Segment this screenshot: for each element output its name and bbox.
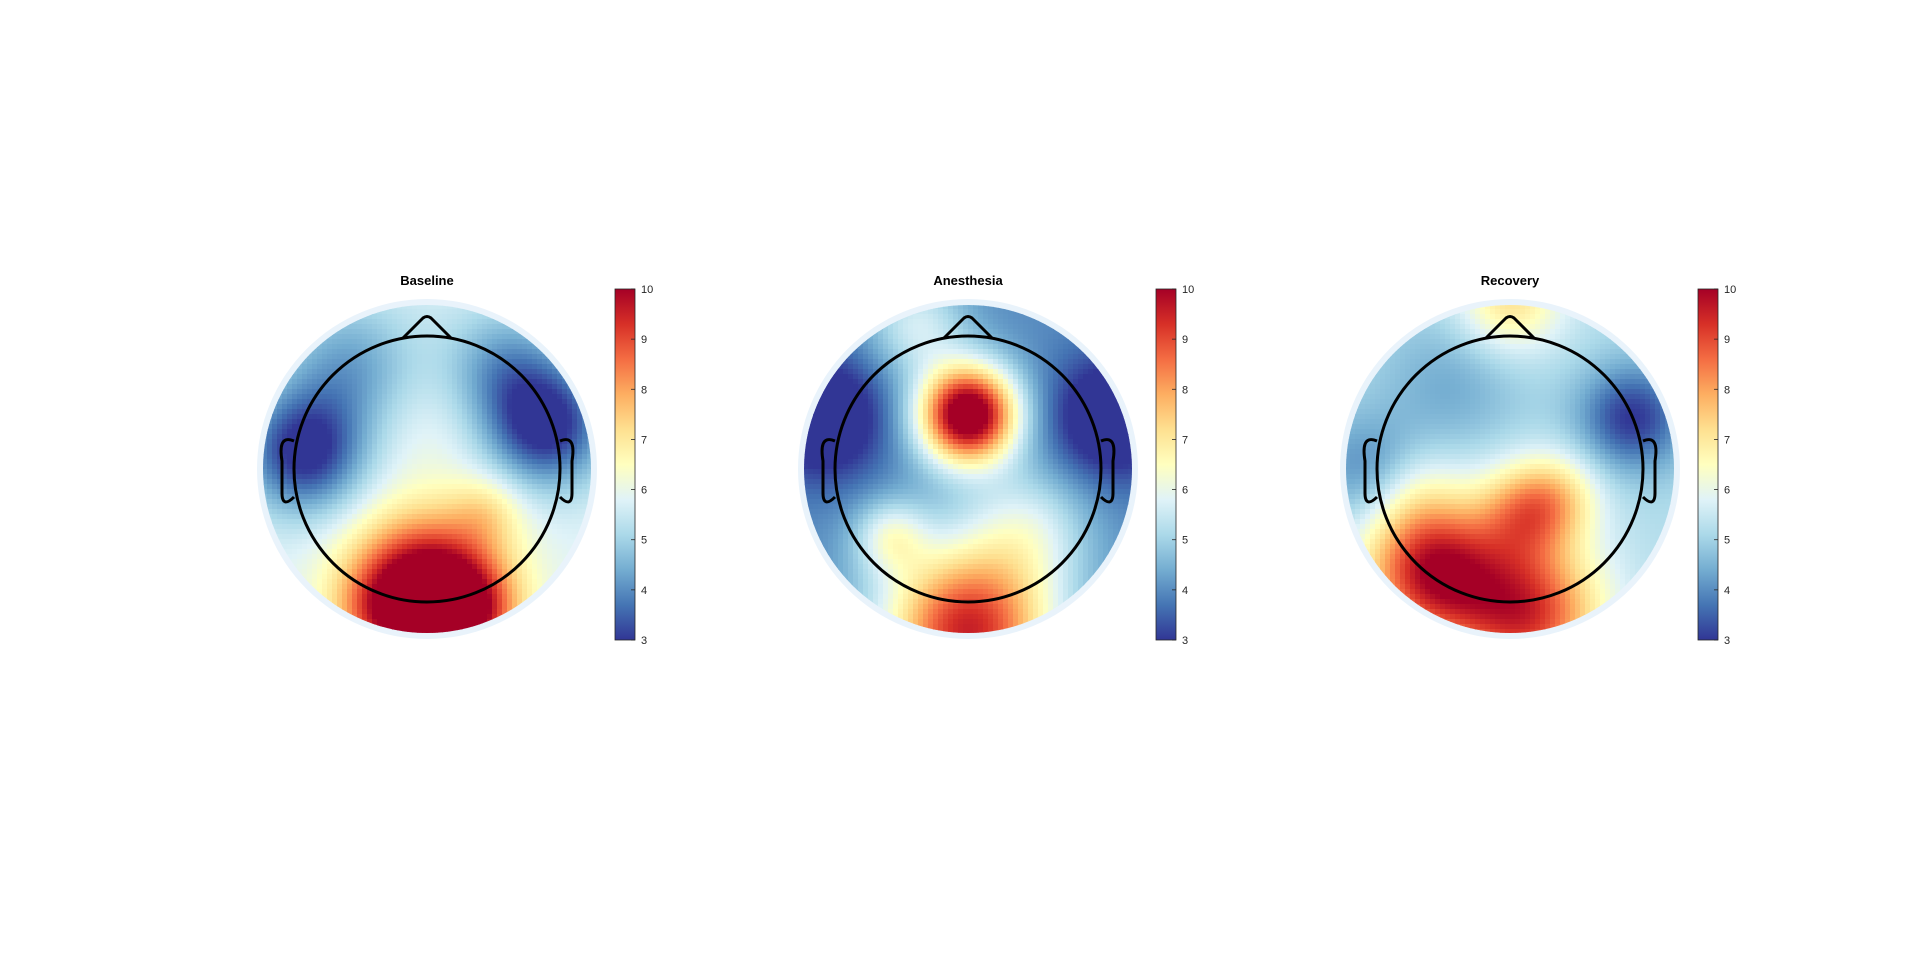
colorbar-tick-label: 8: [641, 384, 647, 396]
head-outline: [1375, 334, 1645, 604]
colorbar: [1697, 288, 1719, 641]
right-ear-outline: [1099, 438, 1116, 504]
colorbar-tick-label: 5: [1182, 535, 1188, 547]
colorbar-tick-label: 7: [1724, 434, 1730, 446]
colorbar-tick-label: 9: [1724, 334, 1730, 346]
colorbar-tick-label: 3: [1182, 635, 1188, 647]
nose-outline: [942, 315, 994, 340]
colorbar: [614, 288, 636, 641]
colorbar-tick-label: 7: [1182, 434, 1188, 446]
colorbar-tick-label: 4: [1182, 585, 1188, 597]
nose-outline: [401, 315, 453, 340]
colorbar-tick-label: 4: [641, 585, 647, 597]
colorbar-tick-label: 5: [641, 535, 647, 547]
colorbar-tick-label: 4: [1724, 585, 1730, 597]
colorbar-tick-label: 9: [1182, 334, 1188, 346]
colorbar-tick-label: 6: [1182, 485, 1188, 497]
topoplot-panel-1: Anesthesia 3 4 5 6 7 8 9 10: [798, 273, 1194, 647]
colorbar-tick-label: 6: [641, 485, 647, 497]
colorbar-tick-label: 8: [1724, 384, 1730, 396]
right-ear-outline: [1641, 438, 1658, 504]
colorbar-tick-label: 10: [641, 284, 653, 296]
panel-title: Recovery: [1481, 273, 1540, 288]
colorbar-tick-label: 7: [641, 434, 647, 446]
colorbar-tick-label: 3: [641, 635, 647, 647]
colorbar-tick-label: 8: [1182, 384, 1188, 396]
colorbar-tick-label: 6: [1724, 485, 1730, 497]
colorbar-tick-label: 3: [1724, 635, 1730, 647]
topoplot-panel-0: Baseline 3 4 5 6 7 8 9 10: [257, 273, 653, 647]
nose-outline: [1484, 315, 1536, 340]
head-outline: [292, 334, 562, 604]
right-ear-outline: [558, 438, 575, 504]
head-outline: [833, 334, 1103, 604]
left-ear-outline: [279, 438, 296, 504]
colorbar-tick-label: 9: [641, 334, 647, 346]
colorbar-tick-label: 10: [1724, 284, 1736, 296]
panel-title: Baseline: [400, 273, 453, 288]
colorbar-tick-label: 10: [1182, 284, 1194, 296]
colorbar-tick-label: 5: [1724, 535, 1730, 547]
topoplot-panel-2: Recovery 3 4 5 6 7 8 9 10: [1340, 273, 1736, 647]
left-ear-outline: [1362, 438, 1379, 504]
left-ear-outline: [820, 438, 837, 504]
colorbar: [1155, 288, 1177, 641]
panel-title: Anesthesia: [933, 273, 1003, 288]
